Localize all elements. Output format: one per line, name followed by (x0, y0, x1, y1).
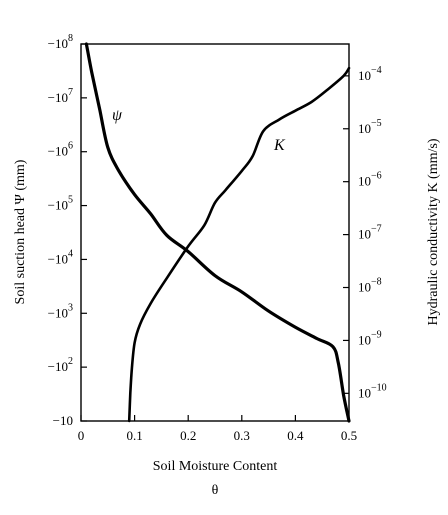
series-layer (84, 42, 351, 423)
y-left-tick-label: −103 (48, 302, 73, 320)
y-right-tick-label: 10−8 (358, 277, 382, 295)
y-right-tick-label: 10−5 (358, 118, 382, 136)
y-left-tick-label: −104 (48, 248, 73, 266)
y-left-tick-label: −106 (48, 141, 73, 159)
psi-series-line (84, 42, 351, 423)
x-axis: 0 0.1 0.2 0.3 0.4 0.5 (78, 415, 357, 443)
x-tick-label: 0.1 (126, 428, 142, 443)
x-axis-symbol: θ (212, 483, 219, 498)
x-tick-label: 0.4 (287, 428, 304, 443)
y-right-axis-title: Hydraulic conductivity K (mm/s) (426, 138, 441, 325)
y-right-tick-label: 10−9 (358, 329, 382, 347)
x-tick-label: 0.2 (180, 428, 196, 443)
y-left-tick-label: −107 (48, 87, 73, 105)
y-right-tick-label: 10−7 (358, 224, 382, 242)
right-axis: 10−4 10−5 10−6 10−7 10−8 10−9 10−10 (343, 65, 387, 400)
y-right-tick-label: 10−10 (358, 382, 387, 400)
y-left-tick-label: −10 (53, 413, 73, 428)
y-right-tick-label: 10−6 (358, 171, 382, 189)
k-curve-label: K (273, 137, 286, 154)
left-axis: −108 −107 −106 −105 −104 −103 −102 −10 (48, 33, 87, 428)
x-tick-label: 0 (78, 428, 85, 443)
x-tick-label: 0.3 (234, 428, 250, 443)
y-left-tick-label: −108 (48, 33, 73, 51)
plot-frame (80, 43, 350, 422)
y-left-tick-label: −105 (48, 195, 73, 213)
psi-curve-label: ψ (112, 107, 123, 124)
k-series-line (127, 66, 351, 423)
y-left-axis-title: Soil suction head Ψ (mm) (13, 159, 28, 304)
x-axis-title: Soil Moisture Content (153, 459, 278, 474)
y-left-tick-label: −102 (48, 356, 73, 374)
y-right-tick-label: 10−4 (358, 65, 382, 83)
x-tick-label: 0.5 (341, 428, 357, 443)
